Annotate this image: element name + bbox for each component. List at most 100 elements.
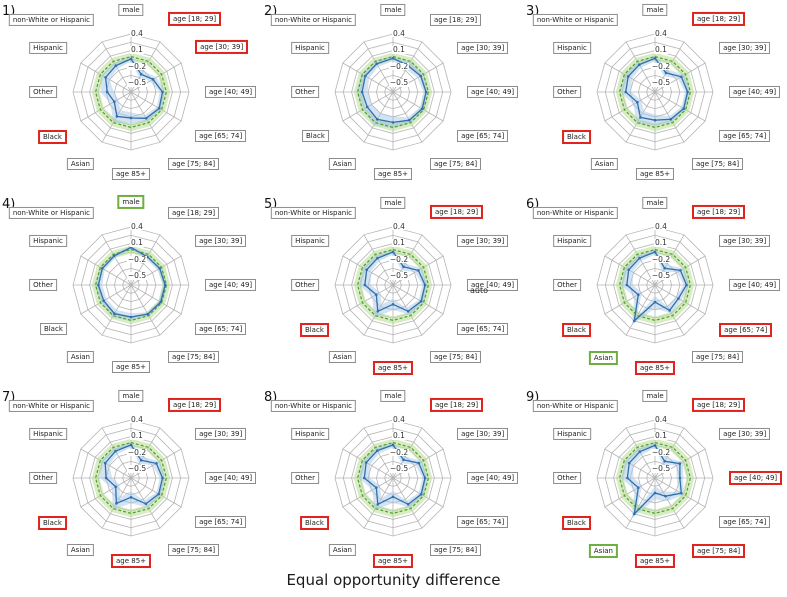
axis-label-asian: Asian: [328, 157, 356, 170]
axis-label-age-30-39: age [30; 39]: [195, 427, 247, 440]
metric-point: [424, 90, 428, 94]
axis-label-hispanic: Hispanic: [29, 427, 67, 440]
reference-line: [94, 55, 168, 129]
grid-spoke: [604, 284, 656, 315]
metric-point: [419, 493, 423, 496]
radial-tick: −0.5: [650, 78, 672, 88]
metric-point: [114, 485, 117, 489]
metric-point: [417, 461, 421, 465]
metric-point: [158, 267, 161, 270]
axis-label-age-85: age 85+: [111, 168, 151, 181]
radial-tick: −0.5: [388, 271, 410, 281]
reference-line: [356, 55, 430, 129]
axis-label-age-40-49: age [40; 49]: [729, 85, 781, 99]
metric-point: [151, 78, 155, 81]
axis-label-age-40-49: age [40; 49]: [205, 278, 257, 292]
axis-label-black: Black: [561, 130, 591, 145]
axis-label-age-85: age 85+: [634, 361, 676, 376]
metric-point: [664, 494, 667, 498]
axis-label-age-30-39: age [30; 39]: [195, 39, 249, 54]
metric-point: [402, 265, 405, 269]
grid-spoke: [625, 284, 656, 336]
axis-label-age-18-29: age [18; 29]: [430, 398, 484, 413]
metric-point: [364, 461, 368, 464]
metric-point: [375, 486, 378, 489]
axis-label-male: male: [380, 3, 406, 16]
axis-label-hispanic: Hispanic: [29, 41, 67, 54]
metric-point: [360, 90, 364, 94]
radial-tick: 0.1: [130, 45, 144, 55]
axis-label-other: Other: [553, 471, 581, 485]
axis-label-hispanic: Hispanic: [291, 234, 329, 247]
metric-point: [129, 496, 133, 499]
metric-point: [633, 512, 636, 516]
metric-point: [678, 476, 682, 480]
metric-point: [159, 300, 162, 304]
confidence-band: [356, 55, 429, 129]
axis-label-male: male: [118, 3, 144, 16]
reference-line: [94, 248, 168, 322]
metric-point: [97, 283, 100, 287]
metric-point: [637, 293, 640, 296]
radial-tick: −0.2: [126, 254, 148, 264]
radial-tick: 0.4: [130, 221, 144, 231]
axis-label-age-65-74: age [65; 74]: [195, 130, 247, 143]
metric-point: [419, 74, 422, 78]
radial-tick: 0.1: [130, 431, 144, 441]
reference-line: [356, 441, 430, 515]
radar-subplot-5: 5) 0.4 0.1 −0.2 −0.5 male age [18; 29] age [30;…: [262, 193, 524, 383]
radial-tick: 0.1: [654, 238, 668, 248]
axis-label-age-75-84: age [75; 84]: [430, 543, 482, 556]
radial-tick: −0.2: [126, 447, 148, 457]
grid-spoke: [604, 477, 656, 508]
axis-label-male: male: [380, 389, 406, 402]
metric-point: [679, 269, 682, 272]
radial-tick: 0.4: [392, 221, 406, 231]
axis-label-asian: Asian: [588, 350, 618, 365]
metric-point: [391, 495, 395, 499]
confidence-band: [620, 55, 691, 126]
metric-point: [677, 297, 680, 300]
axis-label-age-85: age 85+: [634, 554, 676, 569]
radial-tick: 0.4: [130, 414, 144, 424]
metric-point: [639, 116, 642, 119]
axis-label-age-30-39: age [30; 39]: [719, 427, 771, 440]
axis-label-asian: Asian: [328, 543, 356, 556]
radial-tick: 0.4: [130, 28, 144, 38]
axis-label-other: Other: [29, 471, 57, 485]
radar-subplot-1: 1) 0.4 0.1 −0.2 −0.5 male age [18; 29] age [30;…: [0, 0, 262, 190]
axis-label-black: Black: [39, 323, 67, 336]
grid-spoke: [654, 91, 706, 122]
axis-label-other: Other: [291, 85, 319, 99]
metric-point: [685, 283, 688, 287]
metric-point: [391, 57, 395, 60]
metric-point: [139, 459, 143, 462]
reference-line: [618, 441, 692, 515]
radar-subplot-4: 4) 0.4 0.1 −0.2 −0.5 male age [18; 29] age [30;…: [0, 193, 262, 383]
metric-point: [364, 74, 367, 78]
axis-label-hispanic: Hispanic: [29, 234, 67, 247]
radial-tick: 0.1: [654, 45, 668, 55]
grid-spoke: [392, 477, 444, 508]
radial-tick: −0.5: [388, 78, 410, 88]
metric-point: [402, 458, 405, 462]
metric-point: [627, 461, 631, 465]
confidence-band: [100, 56, 166, 124]
grid-spoke: [130, 284, 182, 315]
radar-subplot-9: 9) 0.4 0.1 −0.2 −0.5 male age [18; 29] age [30;…: [524, 386, 786, 576]
axis-label-age-75-84: age [75; 84]: [168, 157, 220, 170]
metric-point: [668, 309, 671, 312]
metric-point: [653, 444, 657, 447]
metric-point: [146, 312, 150, 316]
metric-point: [408, 118, 411, 122]
axis-label-other: Other: [291, 471, 319, 485]
reference-line: [356, 248, 430, 322]
radial-tick: −0.2: [650, 447, 672, 457]
radial-tick: 0.1: [130, 238, 144, 248]
axis-label-asian: Asian: [588, 543, 618, 558]
axis-label-hispanic: Hispanic: [291, 41, 329, 54]
axis-label-hispanic: Hispanic: [553, 427, 591, 440]
metric-point: [104, 476, 108, 480]
metric-point: [375, 293, 378, 296]
radial-tick: 0.4: [654, 221, 668, 231]
